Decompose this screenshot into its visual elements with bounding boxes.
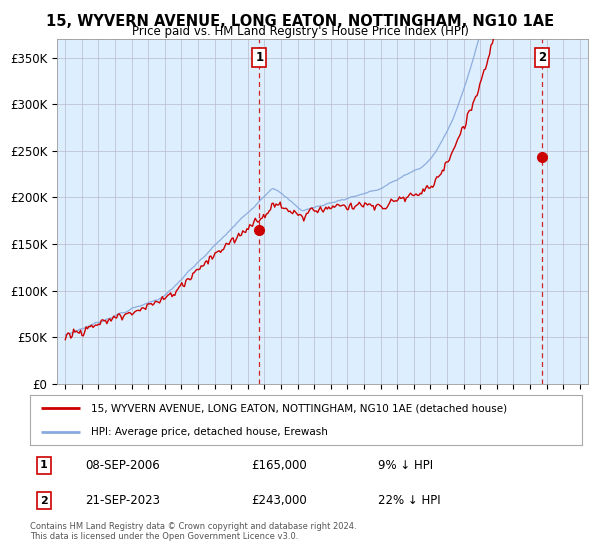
- Text: £243,000: £243,000: [251, 494, 307, 507]
- Text: HPI: Average price, detached house, Erewash: HPI: Average price, detached house, Erew…: [91, 427, 328, 437]
- Text: 1: 1: [255, 52, 263, 64]
- Text: 1: 1: [40, 460, 47, 470]
- Text: 2: 2: [40, 496, 47, 506]
- Text: 15, WYVERN AVENUE, LONG EATON, NOTTINGHAM, NG10 1AE (detached house): 15, WYVERN AVENUE, LONG EATON, NOTTINGHA…: [91, 403, 507, 413]
- Text: Price paid vs. HM Land Registry's House Price Index (HPI): Price paid vs. HM Land Registry's House …: [131, 25, 469, 38]
- Text: 15, WYVERN AVENUE, LONG EATON, NOTTINGHAM, NG10 1AE: 15, WYVERN AVENUE, LONG EATON, NOTTINGHA…: [46, 14, 554, 29]
- Text: £165,000: £165,000: [251, 459, 307, 472]
- Text: 9% ↓ HPI: 9% ↓ HPI: [378, 459, 433, 472]
- Text: 08-SEP-2006: 08-SEP-2006: [85, 459, 160, 472]
- Text: 22% ↓ HPI: 22% ↓ HPI: [378, 494, 440, 507]
- Text: 2: 2: [538, 52, 546, 64]
- Text: Contains HM Land Registry data © Crown copyright and database right 2024.
This d: Contains HM Land Registry data © Crown c…: [30, 522, 356, 542]
- Text: 21-SEP-2023: 21-SEP-2023: [85, 494, 160, 507]
